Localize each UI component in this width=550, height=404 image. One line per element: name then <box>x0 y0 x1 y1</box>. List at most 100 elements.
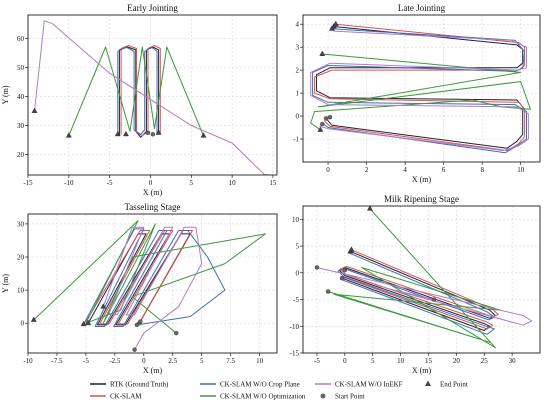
x-tick-label: 0 <box>149 179 153 187</box>
end-point-marker <box>80 320 87 327</box>
y-tick-label: 60 <box>17 35 25 43</box>
x-tick-label: -5 <box>83 357 89 365</box>
x-tick-label: 5 <box>190 179 194 187</box>
x-tick-label: 4 <box>403 166 407 174</box>
legend-label: CK-SLAM <box>110 393 142 401</box>
x-tick-label: 0 <box>142 357 146 365</box>
start-point-marker <box>132 347 137 352</box>
end-point-marker <box>200 132 207 138</box>
series-line-5 <box>316 267 533 326</box>
x-tick-label: 10 <box>229 179 237 187</box>
series-line-3 <box>83 228 226 327</box>
series-line-3 <box>337 252 495 335</box>
x-axis-title: X (m) <box>143 188 163 197</box>
x-tick-label: 5 <box>200 357 204 365</box>
series-line-4 <box>68 46 204 137</box>
end-point-marker <box>85 319 92 326</box>
start-point-marker <box>134 322 140 328</box>
y-axis-title: Y (m) <box>1 274 10 293</box>
y-tick-label: 20 <box>17 151 25 159</box>
x-tick-label: 5 <box>371 357 375 365</box>
series-line-3 <box>312 28 527 154</box>
series-line-5 <box>34 20 266 175</box>
start-point-marker <box>320 121 325 127</box>
end-point-marker <box>155 129 162 135</box>
x-axis-title: X (m) <box>143 366 163 375</box>
start-point-marker <box>323 116 329 121</box>
legend-item: RTK (Ground Truth) <box>90 381 169 389</box>
y-tick-label: -1 <box>293 136 299 144</box>
series-line-2 <box>314 23 526 151</box>
panel-title: Late Jointing <box>398 3 446 13</box>
start-point-marker <box>138 319 143 324</box>
start-point-marker <box>145 130 151 136</box>
x-tick-label: -15 <box>23 179 33 187</box>
end-point-marker <box>65 132 72 138</box>
x-tick-label: -2.5 <box>109 357 121 365</box>
start-point-marker <box>174 330 179 336</box>
legend-item: End Point <box>425 380 468 389</box>
legend-circle-icon <box>320 393 326 399</box>
panel-title: Tasseling Stage <box>124 202 180 212</box>
panel-title: Early Jointing <box>127 3 178 13</box>
y-tick-label: 30 <box>17 122 25 130</box>
series-line-2 <box>85 230 193 325</box>
end-point-marker <box>319 50 326 56</box>
end-point-marker <box>332 20 339 27</box>
legend-item: CK-SLAM W/O Optimization <box>200 393 306 401</box>
y-tick-label: 1 <box>296 90 300 98</box>
y-tick-label: 0 <box>296 113 300 121</box>
y-tick-label: 50 <box>17 64 25 72</box>
legend-item: CK-SLAM W/O InEKF <box>315 381 403 389</box>
series-group <box>310 20 531 154</box>
y-tick-label: 30 <box>17 220 25 228</box>
start-point-marker <box>150 132 156 137</box>
x-tick-label: 0 <box>343 357 347 365</box>
end-point-marker <box>100 303 107 309</box>
x-tick-label: 0 <box>326 166 330 174</box>
x-tick-label: -5 <box>314 357 320 365</box>
legend-label: CK-SLAM W/O Crop Plane <box>220 381 300 389</box>
x-tick-label: 10 <box>397 357 405 365</box>
panel-title: Milk Ripening Stage <box>384 194 459 204</box>
y-tick-label: 10 <box>292 216 300 224</box>
panel-4: -5 0 5 10 15 20 25 30 -15 -10 -5 0 5 10 Milk Ripening … <box>290 194 541 375</box>
y-tick-label: 0 <box>21 320 25 328</box>
end-point-marker <box>366 206 373 211</box>
end-point-marker <box>317 126 324 132</box>
panel-2: 0 2 4 6 8 10 -1 0 1 2 3 4 Late Jointing X (m) <box>293 3 541 184</box>
plot-frame <box>302 14 541 163</box>
y-tick-label: 0 <box>296 269 300 277</box>
start-point-marker <box>431 297 437 302</box>
plot-frame <box>27 14 278 176</box>
x-tick-label: -5 <box>107 179 113 187</box>
start-point-marker <box>339 275 345 281</box>
end-point-marker <box>348 246 355 252</box>
x-tick-label: 30 <box>509 357 517 365</box>
plot-frame <box>302 205 541 354</box>
end-point-marker <box>114 130 121 137</box>
series-line-2 <box>120 45 161 137</box>
y-tick-label: -10 <box>290 323 300 331</box>
x-axis-title: X (m) <box>412 366 432 375</box>
panel-3: -10 -7.5 -5 -2.5 0 2.5 5 7.5 10 0 10 20 30 Tasseling … <box>1 202 278 375</box>
y-tick-label: 3 <box>296 44 300 52</box>
series-line-3 <box>117 46 158 136</box>
x-tick-label: 20 <box>453 357 461 365</box>
x-axis-title: X (m) <box>412 175 432 184</box>
series-group <box>314 206 533 349</box>
legend-label: CK-SLAM W/O InEKF <box>335 381 403 389</box>
start-point-marker <box>327 115 333 120</box>
y-tick-label: -5 <box>293 296 299 304</box>
x-tick-label: 7.5 <box>226 357 235 365</box>
series-group <box>31 20 269 175</box>
legend-label: CK-SLAM W/O Optimization <box>220 393 306 401</box>
legend-triangle-icon <box>425 380 431 386</box>
x-tick-label: 8 <box>480 166 484 174</box>
end-point-marker <box>123 130 129 137</box>
legend-label: Start Point <box>335 393 365 401</box>
panel-1: -15 -10 -5 0 5 10 15 20 30 40 50 60 Early Jointing X … <box>1 3 278 197</box>
y-tick-label: 20 <box>17 254 25 262</box>
y-tick-label: -15 <box>290 350 300 358</box>
